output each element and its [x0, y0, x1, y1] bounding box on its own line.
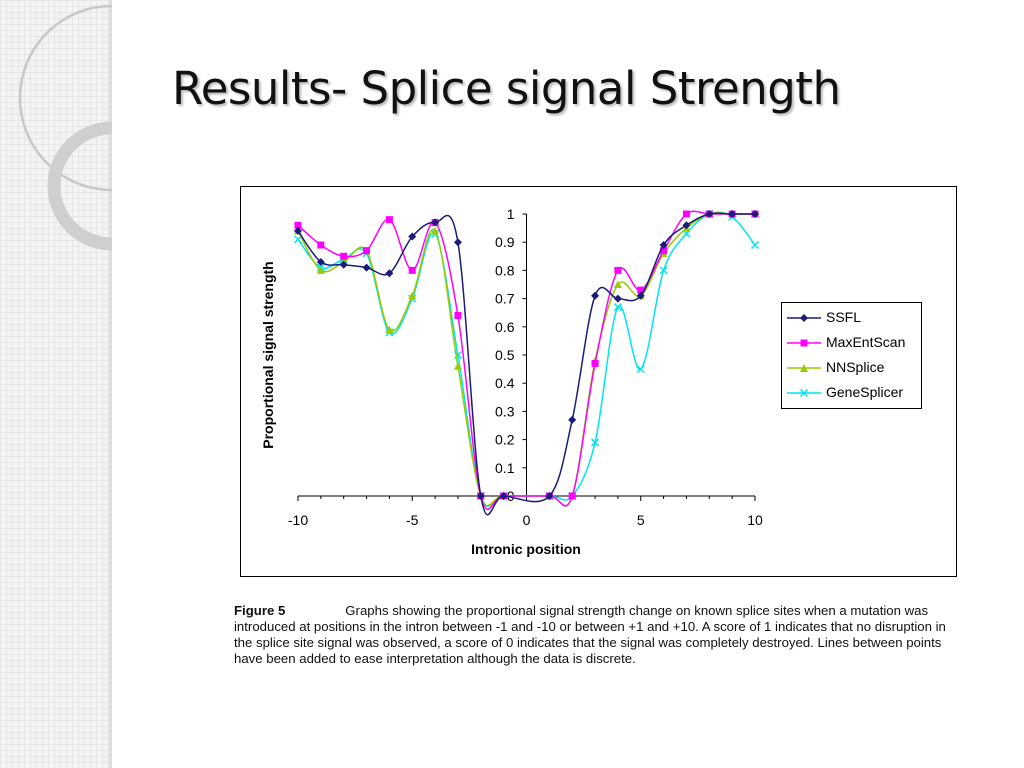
legend-item-nnsplice: NNSplice — [782, 357, 921, 382]
point-ssfl — [613, 294, 622, 303]
series-line-ssfl — [297, 212, 755, 516]
y-tick-label: 0.5 — [495, 347, 515, 363]
point-nnsplice — [408, 291, 417, 300]
point-maxentscan — [363, 247, 371, 255]
point-nnsplice — [453, 362, 462, 370]
point-nnsplice — [316, 266, 325, 274]
point-maxentscan — [454, 312, 462, 320]
y-tick-label: 0.2 — [495, 432, 515, 448]
point-ssfl — [362, 263, 371, 272]
point-ssfl — [659, 241, 668, 250]
legend-item-maxentscan: MaxEntScan — [782, 332, 921, 357]
legend-swatch-nnsplice — [787, 364, 821, 372]
left-strip-edge — [109, 0, 112, 768]
point-maxentscan — [317, 241, 325, 249]
legend-item-genesplicer: GeneSplicer — [782, 382, 921, 407]
point-genesplicer — [659, 266, 668, 275]
x-tick-label: 5 — [637, 512, 645, 528]
legend-swatch-ssfl — [787, 314, 821, 322]
point-ssfl — [294, 226, 302, 235]
point-ssfl — [339, 260, 348, 269]
y-axis-title: Proportional signal strength — [260, 261, 276, 448]
x-tick-label: 0 — [523, 512, 531, 528]
legend-swatch-genesplicer — [787, 388, 821, 398]
point-genesplicer — [750, 240, 760, 250]
y-tick-label: 0.6 — [495, 319, 515, 335]
point-maxentscan — [637, 286, 645, 294]
point-ssfl — [316, 257, 325, 266]
y-tick-label: 1 — [507, 206, 515, 222]
point-maxentscan — [568, 492, 576, 500]
y-tick-label: 0.9 — [495, 234, 515, 250]
point-ssfl — [385, 269, 394, 278]
point-maxentscan — [591, 359, 599, 367]
point-genesplicer — [613, 303, 622, 312]
x-tick-label: -5 — [406, 512, 419, 528]
legend-label-maxentscan: MaxEntScan — [826, 334, 906, 350]
series-line-maxentscan — [297, 210, 755, 511]
point-ssfl — [545, 492, 554, 500]
point-ssfl — [453, 238, 462, 247]
legend-swatch-maxentscan — [787, 339, 821, 347]
point-ssfl — [568, 415, 577, 424]
point-ssfl — [751, 210, 759, 218]
point-maxentscan — [294, 221, 302, 229]
point-ssfl — [682, 221, 691, 230]
point-ssfl — [705, 210, 714, 218]
y-tick-label: 0.8 — [495, 262, 515, 278]
point-maxentscan — [682, 210, 690, 218]
y-tick-label: 0.1 — [495, 460, 515, 476]
point-maxentscan — [614, 266, 622, 274]
point-ssfl — [476, 492, 485, 500]
legend-label-ssfl: SSFL — [826, 309, 862, 325]
point-nnsplice — [613, 280, 622, 288]
decorative-rings — [18, 4, 113, 251]
point-maxentscan — [385, 216, 393, 224]
point-maxentscan — [340, 252, 348, 260]
chart-legend: SSFL MaxEntScan NNSplice GeneSplicer — [781, 302, 922, 409]
figure-caption: Figure 5 Graphs showing the proportional … — [234, 603, 954, 667]
y-tick-label: 0.7 — [495, 291, 515, 307]
point-genesplicer — [591, 438, 600, 447]
x-tick-label: -10 — [288, 512, 308, 528]
y-tick-label: 0.4 — [495, 375, 515, 391]
point-ssfl — [636, 291, 645, 300]
figure-label: Figure 5 — [234, 603, 286, 618]
point-nnsplice — [385, 325, 394, 334]
legend-label-nnsplice: NNSplice — [826, 359, 885, 375]
point-maxentscan — [408, 266, 416, 274]
point-ssfl — [591, 291, 600, 300]
figure-caption-text: Graphs showing the proportional signal s… — [234, 603, 946, 666]
chart-panel: -10 -5 0 5 10 0 0.1 0.2 0.3 0.4 0.5 0.6 0.7 0.8 0.9 1 In… — [240, 186, 957, 577]
point-maxentscan — [660, 247, 668, 255]
point-nnsplice — [431, 226, 440, 235]
legend-label-genesplicer: GeneSplicer — [826, 384, 904, 400]
line-chart: -10 -5 0 5 1000.10.20.30.40.50.60.70.80.91In… — [260, 206, 763, 557]
x-axis-title: Intronic position — [471, 541, 581, 557]
point-ssfl — [408, 232, 417, 241]
y-tick-label: 0.3 — [495, 403, 515, 419]
slide-title: Results- Splice signal Strength — [172, 62, 841, 115]
decorative-ring-inner — [47, 121, 113, 251]
point-ssfl — [499, 492, 508, 500]
point-ssfl — [431, 218, 440, 227]
point-genesplicer — [636, 365, 645, 374]
point-ssfl — [728, 210, 737, 218]
decorative-ring-outer — [18, 4, 113, 192]
legend-item-ssfl: SSFL — [782, 307, 921, 332]
x-tick-label: 10 — [747, 512, 763, 528]
